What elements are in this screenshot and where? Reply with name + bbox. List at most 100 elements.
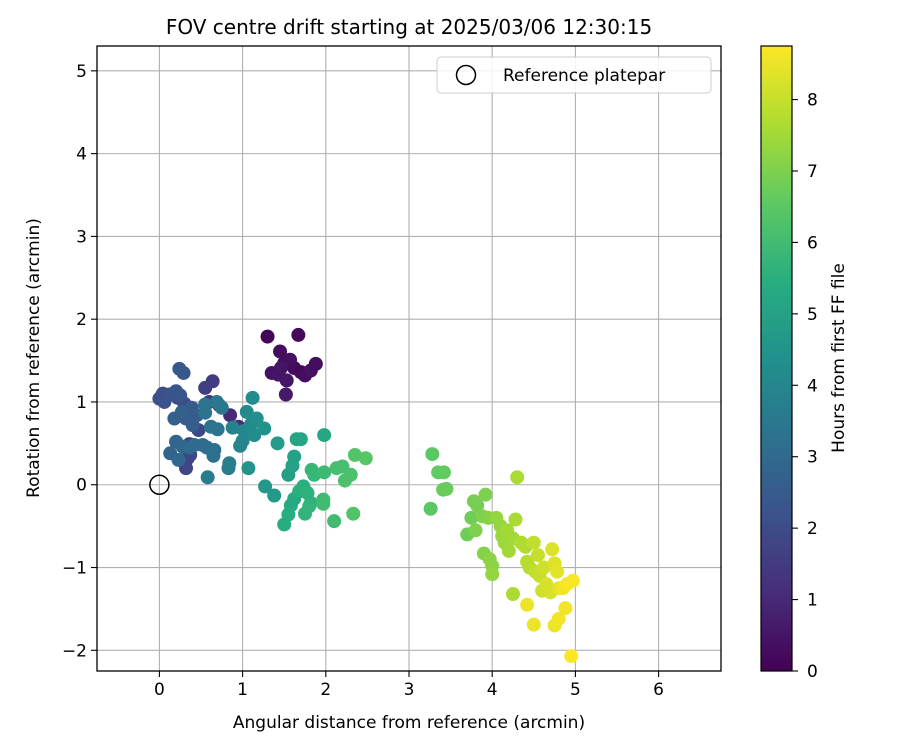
data-point: [436, 465, 451, 480]
y-tick-label: −1: [62, 559, 87, 579]
data-point: [317, 465, 332, 480]
colorbar-gradient: [761, 46, 792, 671]
x-tick-label: 6: [653, 680, 664, 700]
data-point: [198, 380, 213, 395]
y-tick-label: 5: [76, 62, 87, 82]
x-tick-label: 4: [487, 680, 498, 700]
x-axis-ticks: 0 1 2 3 4 5 6: [154, 671, 664, 700]
data-point: [173, 388, 188, 403]
colorbar-tick-label: 7: [807, 162, 818, 182]
data-point: [287, 449, 302, 464]
colorbar-tick-label: 6: [807, 233, 818, 253]
y-tick-label: 3: [76, 227, 87, 247]
x-axis-label: Angular distance from reference (arcmin): [233, 713, 585, 733]
data-point: [260, 329, 275, 344]
y-tick-label: 4: [76, 145, 87, 165]
data-point: [317, 428, 332, 443]
data-point: [247, 428, 262, 443]
data-point: [270, 436, 285, 451]
data-point: [273, 344, 288, 359]
data-point: [346, 506, 361, 521]
data-point: [257, 421, 272, 436]
y-axis-ticks: −2 −1 0 1 2 3 4 5: [62, 62, 97, 661]
colorbar-tick-label: 4: [807, 376, 818, 396]
data-point: [551, 611, 566, 626]
data-point: [526, 617, 541, 632]
data-point: [545, 542, 560, 557]
colorbar-tick-label: 3: [807, 448, 818, 468]
legend-label: Reference platepar: [503, 66, 665, 86]
data-point: [470, 498, 485, 513]
data-point: [565, 573, 580, 588]
data-point: [423, 501, 438, 516]
colorbar-tick-label: 1: [807, 591, 818, 611]
data-point: [464, 510, 479, 525]
data-point: [222, 456, 237, 471]
colorbar-frame: [760, 45, 793, 672]
legend-marker-icon: [455, 64, 477, 86]
chart-title: FOV centre drift starting at 2025/03/06 …: [166, 15, 652, 39]
colorbar-tick-label: 2: [807, 519, 818, 539]
data-point: [425, 447, 440, 462]
data-point: [558, 601, 573, 616]
data-point: [520, 597, 535, 612]
data-point: [550, 564, 565, 579]
y-tick-label: 2: [76, 310, 87, 330]
data-point: [291, 327, 306, 342]
data-point: [200, 470, 215, 485]
data-point: [293, 432, 308, 447]
data-point: [277, 517, 292, 532]
colorbar-tick-label: 0: [807, 662, 818, 682]
data-point: [249, 411, 264, 426]
data-point: [241, 461, 256, 476]
data-point: [347, 447, 362, 462]
data-point: [279, 373, 294, 388]
data-point: [536, 560, 551, 575]
x-tick-label: 1: [237, 680, 248, 700]
data-point: [171, 452, 186, 467]
y-tick-label: −2: [62, 641, 87, 661]
data-point: [206, 448, 221, 463]
x-tick-label: 0: [154, 680, 165, 700]
data-point: [239, 404, 254, 419]
colorbar: 0 1 2 3 4 5 6 7 8 Hours from first FF file: [760, 45, 849, 682]
data-point: [209, 394, 224, 409]
data-point: [225, 420, 240, 435]
colorbar-tick-label: 8: [807, 91, 818, 111]
data-point: [506, 587, 520, 602]
data-point: [564, 649, 579, 664]
data-point: [185, 418, 200, 433]
legend: Reference platepar: [436, 56, 712, 94]
data-point: [278, 387, 293, 402]
colorbar-tick-label: 5: [807, 305, 818, 325]
data-point: [308, 356, 323, 371]
x-tick-label: 2: [320, 680, 331, 700]
y-axis-label: Rotation from reference (arcmin): [24, 218, 44, 498]
data-point: [302, 499, 317, 514]
data-point: [478, 487, 493, 502]
data-point: [508, 512, 523, 527]
data-point: [501, 543, 516, 558]
data-point: [327, 514, 342, 529]
data-point: [358, 451, 373, 466]
data-point: [485, 567, 500, 582]
data-point: [530, 548, 545, 563]
y-tick-label: 0: [76, 476, 87, 496]
data-point: [343, 467, 358, 482]
data-point: [468, 523, 483, 538]
data-point: [267, 488, 282, 503]
reference-platepar-marker: [149, 474, 170, 495]
data-point: [304, 462, 319, 477]
colorbar-ticks: 0 1 2 3 4 5 6 7 8: [792, 91, 818, 682]
grid-lines: [97, 46, 721, 671]
data-point: [176, 365, 191, 380]
data-point: [273, 361, 288, 376]
data-point: [198, 397, 213, 412]
data-point: [526, 535, 541, 550]
data-point: [210, 422, 225, 437]
data-point: [316, 496, 331, 511]
data-point: [439, 481, 454, 496]
x-tick-label: 5: [570, 680, 581, 700]
data-points: [152, 327, 580, 664]
